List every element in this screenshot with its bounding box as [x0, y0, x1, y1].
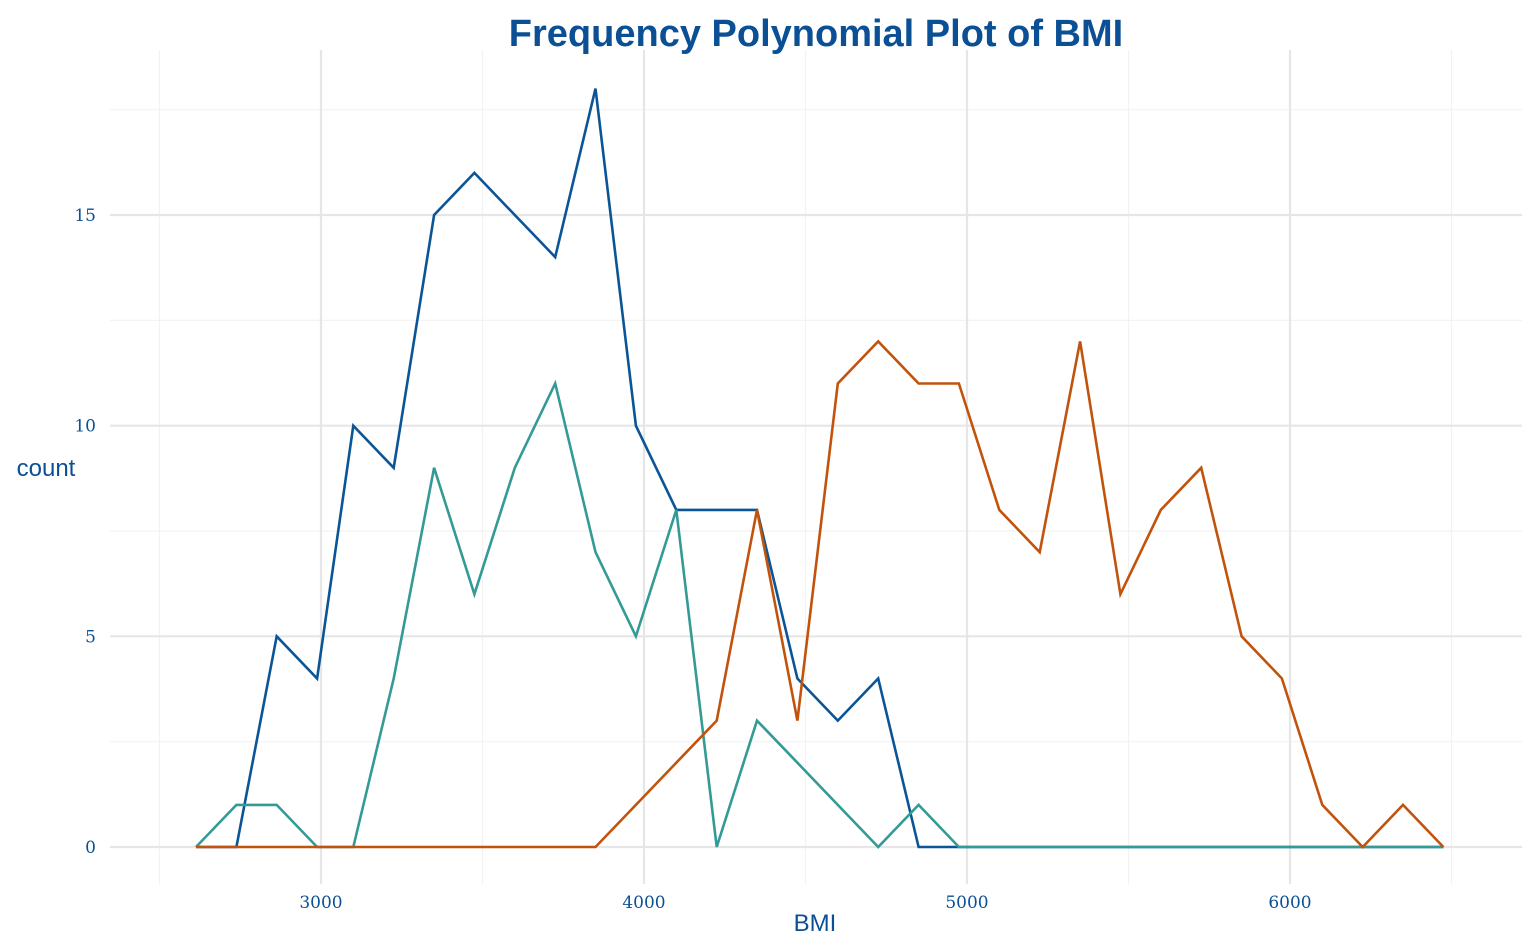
y-tick-label: 15 — [74, 206, 96, 226]
major-gridlines — [110, 50, 1522, 884]
x-tick-label: 3000 — [299, 893, 342, 913]
x-tick-label: 5000 — [945, 893, 988, 913]
series-line-3 — [196, 339, 1445, 849]
x-tick-label: 6000 — [1268, 893, 1311, 913]
tick-labels: 3000 4000 5000 6000 0 5 10 15 — [74, 206, 1311, 913]
y-tick-label: 10 — [74, 417, 96, 437]
minor-gridlines — [110, 50, 1522, 884]
series-line-2 — [195, 379, 1444, 849]
y-axis-title: count — [17, 455, 76, 482]
y-tick-label: 0 — [85, 838, 96, 858]
series-lines — [195, 88, 1445, 849]
x-tick-label: 4000 — [622, 893, 665, 913]
series-line-1 — [196, 88, 1444, 849]
x-axis-title: BMI — [794, 910, 837, 937]
y-tick-label: 5 — [85, 627, 96, 647]
chart-title: Frequency Polynomial Plot of BMI — [509, 13, 1123, 55]
